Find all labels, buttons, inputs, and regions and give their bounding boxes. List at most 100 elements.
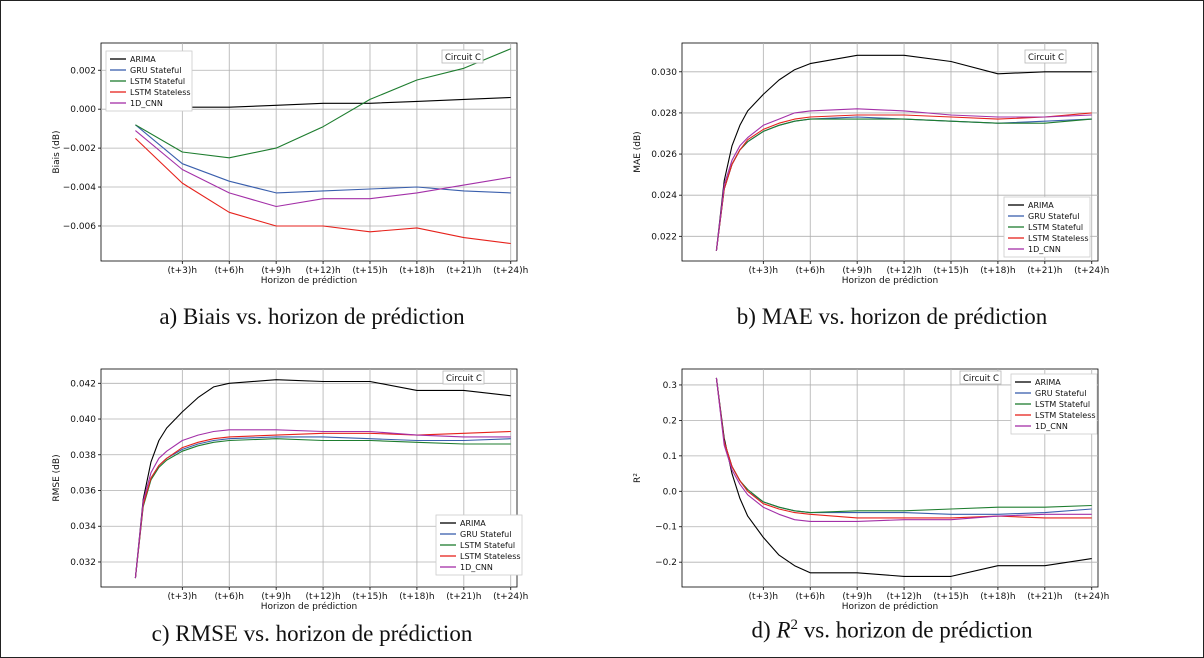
chart-c: (t+3)h (t+6)h (t+9)h (t+12)h (t+15)h (t+18)h (… — [52, 368, 528, 612]
circuit-box — [442, 370, 485, 385]
x-tick-label: (t+9)h — [842, 266, 872, 276]
y-tick-label: 0.032 — [70, 558, 96, 568]
x-tick-label: (t+24)h — [493, 592, 528, 602]
circuit-box — [441, 49, 484, 64]
y-tick-label: 0.028 — [651, 109, 677, 119]
series-line-lstm-stateless — [715, 377, 1092, 519]
legend-entry: GRU Stateful — [1028, 212, 1079, 221]
x-tick-label: (t+9)h — [261, 592, 291, 602]
caption-c: c) RMSE vs. horizon de prédiction — [151, 621, 473, 646]
series-line-arima — [715, 54, 1092, 251]
legend-entry: 1D_CNN — [130, 99, 163, 108]
y-tick-label: −0.1 — [655, 523, 677, 533]
legend-entry: 1D_CNN — [1028, 245, 1061, 254]
x-tick-label: (t+24)h — [1074, 592, 1109, 602]
x-tick-label: (t+21)h — [446, 592, 481, 602]
y-axis-label: Biais (dB) — [52, 130, 62, 173]
x-tick-label: (t+18)h — [980, 592, 1015, 602]
x-tick-label: (t+3)h — [749, 266, 779, 276]
series-line-lstm-stateless — [135, 138, 511, 245]
x-tick-label: (t+6)h — [214, 266, 244, 276]
legend-entry: LSTM Stateful — [460, 541, 515, 550]
series-line-1d-cnn — [715, 108, 1092, 251]
x-tick-label: (t+12)h — [305, 266, 340, 276]
legend-entry: ARIMA — [1035, 378, 1061, 387]
y-tick-label: 0.022 — [651, 232, 677, 242]
circuit-box — [959, 370, 1002, 385]
x-tick-label: (t+21)h — [1027, 266, 1062, 276]
caption-a: a) Biais vs. horizon de prédiction — [159, 304, 465, 329]
x-tick-label: (t+6)h — [795, 592, 825, 602]
x-tick-label: (t+18)h — [399, 266, 434, 276]
series-line-arima — [715, 377, 1092, 577]
series-line-lstm-stateful — [135, 48, 511, 159]
x-tick-label: (t+9)h — [842, 592, 872, 602]
x-axis-label: Horizon de prédiction — [261, 601, 358, 612]
x-tick-label: (t+18)h — [980, 266, 1015, 276]
x-tick-label: (t+6)h — [214, 592, 244, 602]
chart-b: (t+3)h (t+6)h (t+9)h (t+12)h (t+15)h (t+18)h (… — [633, 42, 1109, 286]
x-tick-label: (t+12)h — [886, 266, 921, 276]
legend-entry: GRU Stateful — [1035, 389, 1086, 398]
x-axis-label: Horizon de prédiction — [842, 275, 939, 286]
legend-entry: ARIMA — [1028, 201, 1054, 210]
circuit-box — [1024, 49, 1067, 64]
y-tick-label: 0.026 — [651, 150, 677, 160]
caption-d-exponent: 2 — [790, 617, 799, 633]
legend-entry: LSTM Stateless — [1028, 234, 1089, 243]
legend-entry: 1D_CNN — [1035, 422, 1068, 431]
y-tick-label: 0.002 — [70, 66, 96, 76]
x-tick-label: (t+15)h — [352, 266, 387, 276]
x-tick-label: (t+12)h — [886, 592, 921, 602]
caption-d-prefix: d) — [751, 617, 777, 643]
y-tick-label: 0.038 — [70, 451, 96, 461]
series-line-1d-cnn — [135, 130, 511, 208]
x-tick-label: (t+21)h — [1027, 592, 1062, 602]
x-tick-label: (t+3)h — [749, 592, 779, 602]
caption-d: d) R2 vs. horizon de prédiction — [642, 617, 1142, 644]
y-tick-label: 0.1 — [663, 452, 677, 462]
circuit-label: Circuit C — [963, 374, 999, 384]
circuit-label: Circuit C — [1028, 53, 1064, 63]
legend-entry: ARIMA — [130, 55, 156, 64]
y-tick-label: 0.0 — [663, 487, 678, 497]
y-tick-label: −0.002 — [63, 144, 96, 154]
x-tick-label: (t+24)h — [1074, 266, 1109, 276]
series-line-lstm-stateful — [134, 438, 511, 579]
caption-b: b) MAE vs. horizon de prédiction — [736, 304, 1048, 329]
y-tick-label: 0.000 — [70, 105, 96, 115]
x-tick-label: (t+21)h — [446, 266, 481, 276]
y-axis-label: MAE (dB) — [633, 131, 643, 172]
x-tick-label: (t+9)h — [261, 266, 291, 276]
y-axis-label: R² — [633, 473, 643, 483]
y-tick-label: 0.024 — [651, 191, 677, 201]
series-line-arima — [135, 96, 511, 110]
y-tick-label: −0.2 — [655, 558, 677, 568]
x-axis-label: Horizon de prédiction — [842, 601, 939, 612]
y-tick-label: 0.040 — [70, 415, 96, 425]
series-line-lstm-stateless — [134, 430, 511, 579]
y-tick-label: 0.042 — [70, 379, 96, 389]
legend-entry: 1D_CNN — [460, 563, 493, 572]
legend-entry: LSTM Stateful — [1028, 223, 1083, 232]
legend-entry: GRU Stateful — [460, 530, 511, 539]
x-tick-label: (t+3)h — [168, 592, 198, 602]
y-tick-label: −0.004 — [63, 183, 97, 193]
x-tick-label: (t+15)h — [352, 592, 387, 602]
y-tick-label: 0.034 — [70, 522, 96, 532]
y-tick-label: 0.3 — [663, 381, 677, 391]
legend-entry: LSTM Stateless — [130, 88, 191, 97]
legend-entry: LSTM Stateless — [460, 552, 521, 561]
caption-d-suffix: vs. horizon de prédiction — [798, 617, 1033, 643]
series-line-arima — [134, 379, 511, 579]
circuit-label: Circuit C — [445, 53, 481, 63]
legend-entry: LSTM Stateful — [1035, 400, 1090, 409]
x-tick-label: (t+3)h — [168, 266, 198, 276]
y-tick-label: 0.2 — [663, 416, 677, 426]
circuit-label: Circuit C — [446, 374, 482, 384]
series-line-1d-cnn — [134, 429, 511, 579]
x-tick-label: (t+18)h — [399, 592, 434, 602]
series-line-lstm-stateless — [715, 112, 1092, 251]
x-tick-label: (t+6)h — [795, 266, 825, 276]
